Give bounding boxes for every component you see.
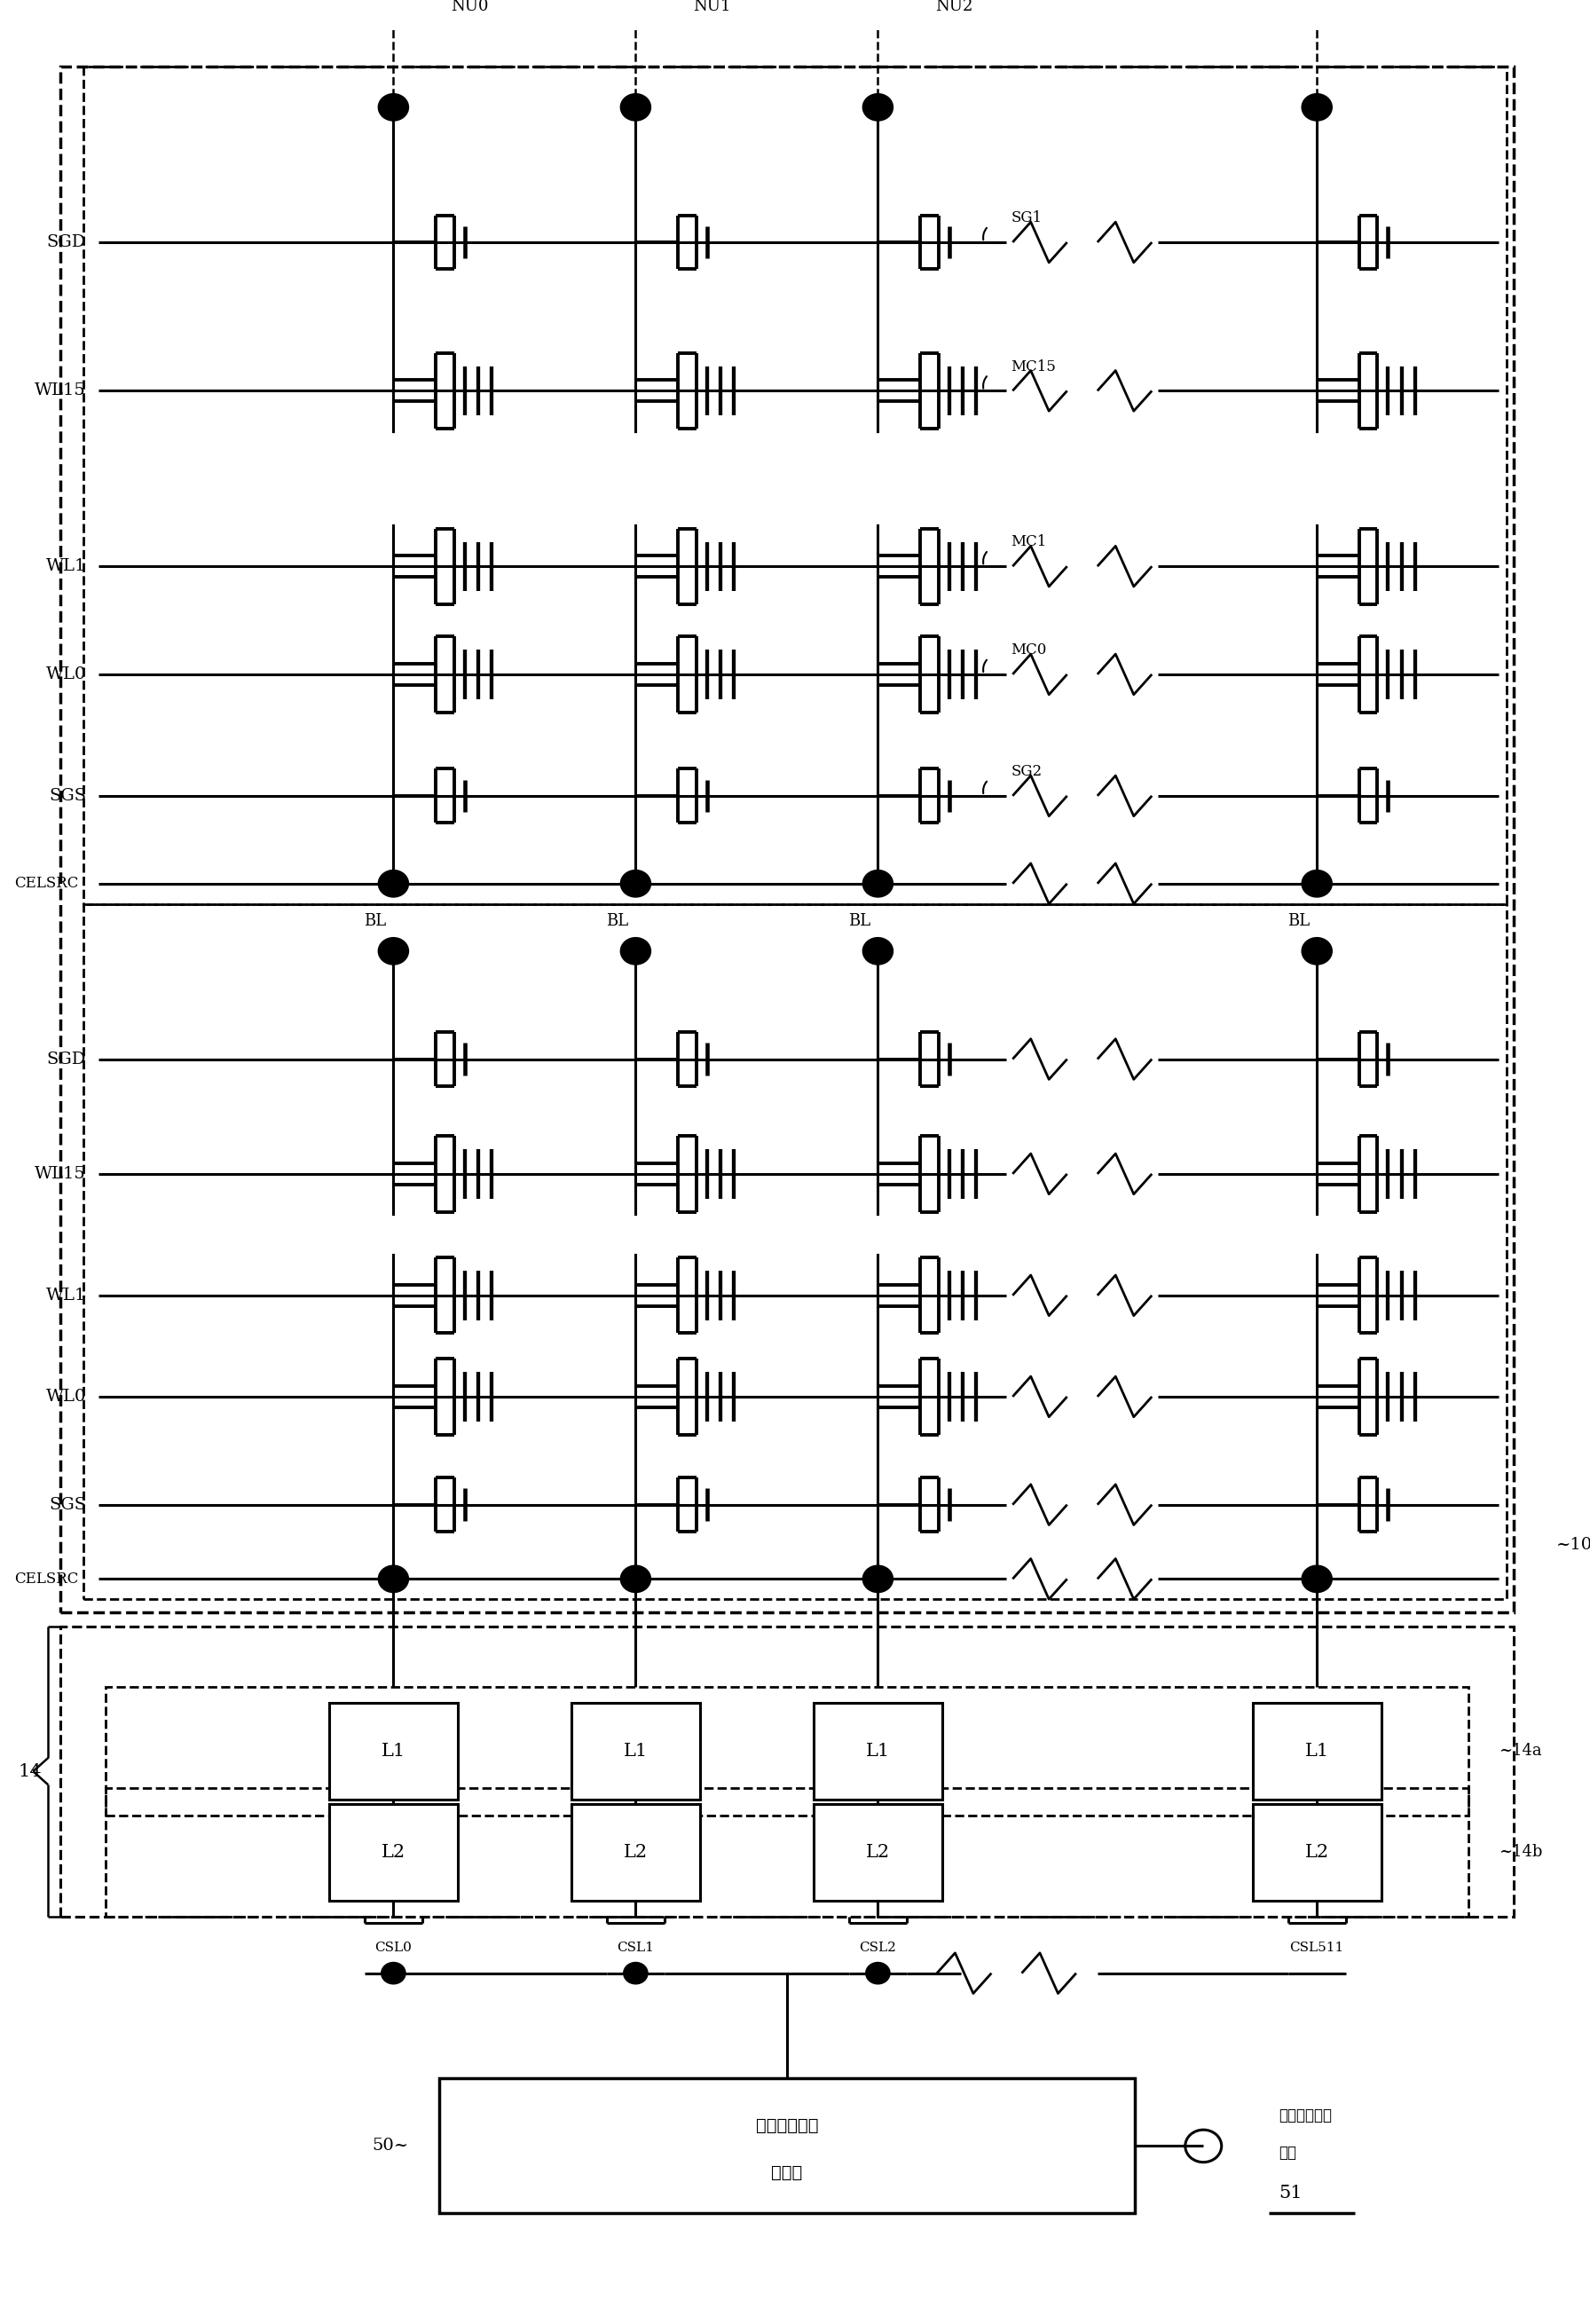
Text: BL: BL: [606, 913, 628, 930]
Text: WL1: WL1: [46, 1287, 86, 1304]
Text: SG1: SG1: [1011, 211, 1043, 225]
Text: L2: L2: [382, 1843, 405, 1862]
Circle shape: [378, 869, 409, 897]
Circle shape: [378, 93, 409, 121]
Circle shape: [378, 937, 409, 964]
Text: ~10: ~10: [1557, 1536, 1590, 1552]
Text: CSL2: CSL2: [859, 1941, 897, 1954]
Text: CELSRC: CELSRC: [14, 1571, 78, 1587]
Text: CSL511: CSL511: [1289, 1941, 1344, 1954]
Circle shape: [1302, 1566, 1332, 1592]
Text: WL0: WL0: [46, 1390, 86, 1404]
Text: WL0: WL0: [46, 667, 86, 683]
Bar: [571, 1703, 700, 1799]
Circle shape: [867, 1961, 890, 1985]
Bar: [814, 1803, 943, 1901]
Text: WL1: WL1: [46, 558, 86, 574]
Circle shape: [620, 869, 650, 897]
Bar: [107, 1787, 1468, 1917]
Text: L2: L2: [1305, 1843, 1329, 1862]
Text: SGS: SGS: [49, 788, 86, 804]
Bar: [83, 67, 1506, 904]
Circle shape: [863, 93, 894, 121]
Text: SGS: SGS: [49, 1497, 86, 1513]
Text: ~14b: ~14b: [1499, 1845, 1542, 1859]
Text: L1: L1: [1305, 1743, 1329, 1759]
Text: CSL0: CSL0: [375, 1941, 412, 1954]
Text: L1: L1: [623, 1743, 647, 1759]
Text: 端子: 端子: [1278, 2145, 1297, 2161]
Bar: [571, 1803, 700, 1901]
Circle shape: [1302, 869, 1332, 897]
Text: SGD: SGD: [46, 235, 86, 251]
Bar: [329, 1803, 458, 1901]
Circle shape: [620, 937, 650, 964]
Circle shape: [382, 1961, 405, 1985]
Circle shape: [863, 869, 894, 897]
Text: 14: 14: [17, 1764, 41, 1780]
Bar: [814, 1703, 943, 1799]
Text: 数据输入输出: 数据输入输出: [755, 2117, 819, 2133]
Text: 数据输入输出: 数据输入输出: [1278, 2108, 1332, 2124]
Circle shape: [620, 93, 650, 121]
Text: BL: BL: [364, 913, 386, 930]
Text: ~14a: ~14a: [1499, 1743, 1542, 1759]
Bar: [60, 1627, 1514, 1917]
Text: WL15: WL15: [35, 383, 86, 400]
Circle shape: [863, 1566, 894, 1592]
Text: L2: L2: [867, 1843, 890, 1862]
Bar: [107, 1687, 1468, 1815]
Bar: [1253, 1703, 1382, 1799]
Text: MC0: MC0: [1011, 641, 1046, 658]
Text: SGD: SGD: [46, 1050, 86, 1067]
Text: 50~: 50~: [372, 2138, 409, 2154]
Text: MC15: MC15: [1011, 358, 1056, 374]
Circle shape: [378, 1566, 409, 1592]
Bar: [83, 904, 1506, 1599]
Text: L1: L1: [867, 1743, 890, 1759]
Text: CELSRC: CELSRC: [14, 876, 78, 890]
Text: NU0: NU0: [452, 0, 488, 14]
Bar: [439, 2078, 1135, 2212]
Circle shape: [623, 1961, 647, 1985]
Text: BL: BL: [847, 913, 870, 930]
Text: CSL1: CSL1: [617, 1941, 653, 1954]
Text: WL15: WL15: [35, 1167, 86, 1183]
Bar: [60, 67, 1514, 1613]
Text: 缓冲器: 缓冲器: [771, 2166, 803, 2180]
Text: NU1: NU1: [693, 0, 731, 14]
Bar: [1253, 1803, 1382, 1901]
Circle shape: [620, 1566, 650, 1592]
Text: BL: BL: [1286, 913, 1309, 930]
Text: MC1: MC1: [1011, 535, 1046, 548]
Text: 51: 51: [1278, 2185, 1302, 2201]
Circle shape: [1302, 937, 1332, 964]
Text: NU2: NU2: [935, 0, 973, 14]
Text: L1: L1: [382, 1743, 405, 1759]
Text: SG2: SG2: [1011, 765, 1043, 779]
Circle shape: [1302, 93, 1332, 121]
Bar: [329, 1703, 458, 1799]
Circle shape: [863, 937, 894, 964]
Text: L2: L2: [623, 1843, 647, 1862]
